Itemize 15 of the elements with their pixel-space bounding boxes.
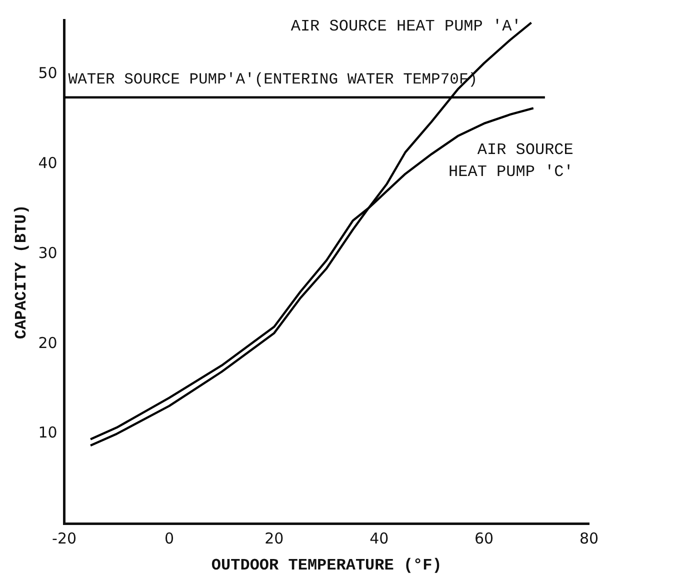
y-axis-title: CAPACITY (BTU) xyxy=(12,204,31,340)
series-label: AIR SOURCE HEAT PUMP 'C' xyxy=(448,141,574,182)
series-label: AIR SOURCE HEAT PUMP 'A' xyxy=(290,18,522,36)
y-tick-label: 10 xyxy=(38,424,58,442)
y-tick-label: 40 xyxy=(38,154,58,172)
y-tick-label: 30 xyxy=(38,244,58,262)
x-tick-label: 80 xyxy=(579,530,599,548)
x-tick-label: 20 xyxy=(264,530,284,548)
x-axis-title: OUTDOOR TEMPERATURE (°F) xyxy=(211,556,442,574)
y-tick-label: 20 xyxy=(38,334,58,352)
x-tick-label: -20 xyxy=(52,530,77,548)
x-tick-label: 0 xyxy=(164,530,174,548)
x-tick-label: 60 xyxy=(474,530,494,548)
x-tick-label: 40 xyxy=(370,530,389,548)
y-tick-label: 50 xyxy=(38,64,58,82)
